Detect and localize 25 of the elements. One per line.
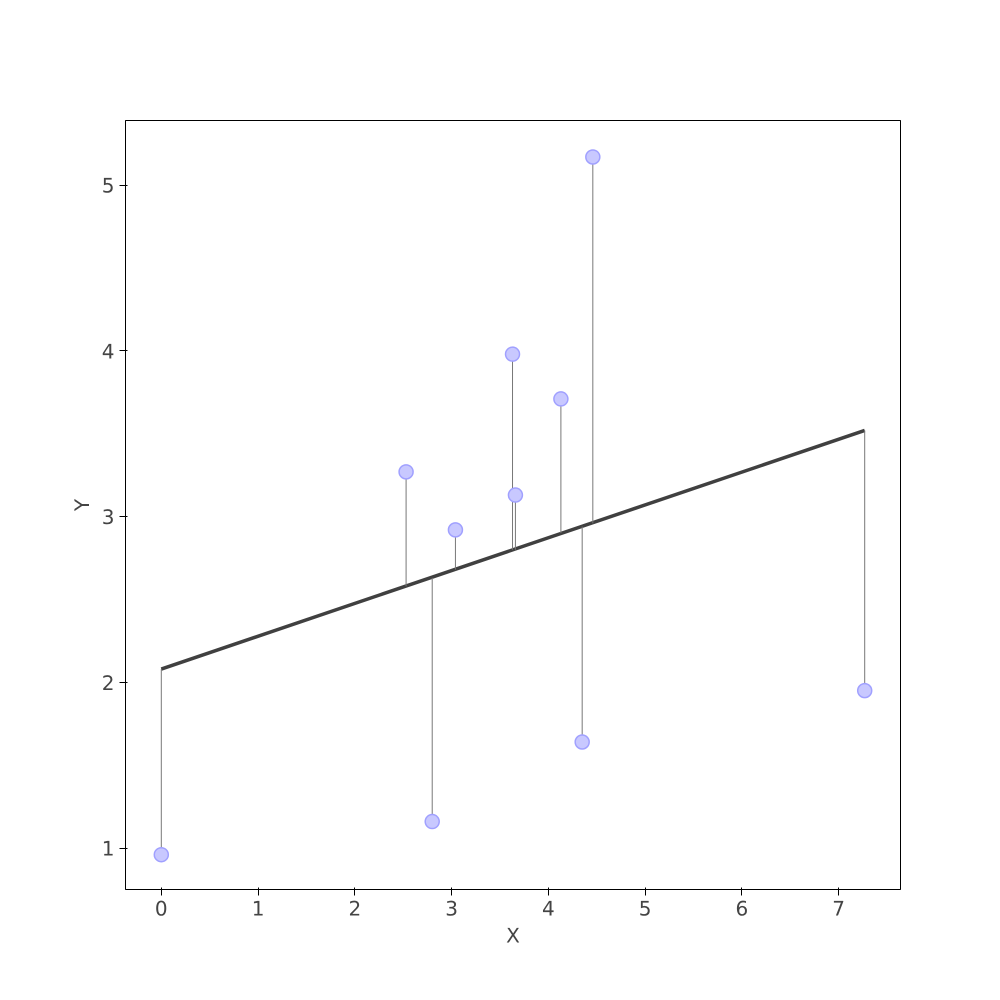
y-tick-label: 3	[102, 505, 115, 530]
point	[424, 814, 440, 830]
point	[398, 464, 414, 480]
x-axis-title: X	[506, 924, 520, 948]
point	[508, 487, 524, 503]
x-tick-label: 6	[735, 896, 748, 920]
y-tick-label: 2	[102, 670, 115, 695]
y-tick-label: 4	[102, 339, 115, 364]
point	[553, 391, 569, 407]
x-tick-label: 7	[832, 896, 845, 920]
x-tick-label: 0	[154, 896, 168, 920]
point	[154, 846, 170, 862]
x-tick-label: 1	[252, 896, 264, 920]
point	[585, 149, 601, 165]
x-tick-label: 3	[445, 896, 458, 920]
x-tick-label: 5	[638, 896, 652, 920]
x-tick-label: 4	[542, 896, 555, 920]
point	[448, 522, 464, 538]
point	[504, 346, 520, 362]
x-tick-label: 2	[348, 896, 362, 920]
y-tick-label: 1	[102, 836, 115, 861]
y-tick-label: 5	[102, 174, 115, 198]
point	[574, 734, 590, 750]
point	[856, 682, 872, 698]
y-axis-title: Y	[70, 498, 94, 512]
